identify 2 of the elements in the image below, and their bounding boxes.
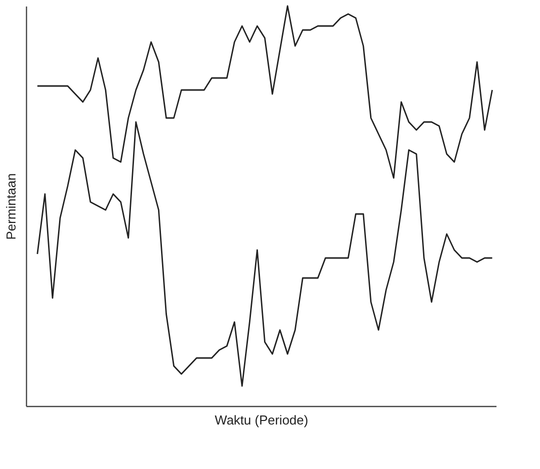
y-axis-title: Permintaan [4, 173, 18, 240]
x-axis-title: Waktu (Periode) [214, 412, 308, 428]
